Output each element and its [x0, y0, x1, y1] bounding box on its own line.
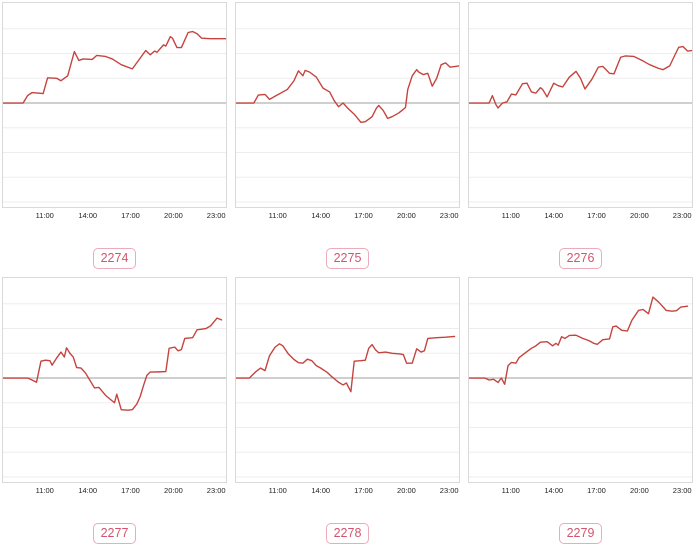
x-axis: 11:00 14:00 17:00 20:00 23:00 — [235, 210, 460, 223]
x-tick-label: 17:00 — [587, 486, 606, 495]
x-tick-label: 14:00 — [544, 211, 564, 220]
chart-plot — [235, 2, 460, 208]
sparkline-svg — [236, 303, 459, 478]
x-tick-label: 14:00 — [78, 211, 98, 220]
x-tick-label: 17:00 — [121, 211, 140, 220]
x-tick-label: 20:00 — [630, 486, 649, 495]
x-tick-label: 20:00 — [164, 486, 183, 495]
x-tick-label: 11:00 — [268, 211, 287, 220]
x-tick-label: 20:00 — [397, 486, 416, 495]
x-tick-label: 11:00 — [501, 486, 520, 495]
chart-id-badge[interactable]: 2274 — [92, 248, 137, 269]
chart-cell-2278: 11:00 14:00 17:00 20:00 23:00 2278 — [235, 277, 460, 544]
chart-cell-2279: 11:00 14:00 17:00 20:00 23:00 2279 — [468, 277, 693, 544]
x-tick-label: 20:00 — [164, 211, 183, 220]
x-tick-label: 14:00 — [311, 211, 331, 220]
x-tick-label: 17:00 — [121, 486, 140, 495]
chart-cell-2277: 11:00 14:00 17:00 20:00 23:00 2277 — [2, 277, 227, 544]
x-tick-label: 11:00 — [268, 486, 287, 495]
x-tick-label: 11:00 — [35, 211, 54, 220]
x-tick-label: 23:00 — [206, 211, 226, 220]
chart-id-badge[interactable]: 2276 — [558, 248, 603, 269]
sparkline-svg — [469, 28, 692, 203]
chart-cell-2275: 11:00 14:00 17:00 20:00 23:00 2275 — [235, 2, 460, 269]
x-axis: 11:00 14:00 17:00 20:00 23:00 — [468, 210, 693, 223]
x-tick-label: 11:00 — [35, 486, 54, 495]
x-tick-label: 14:00 — [544, 486, 564, 495]
sparkline-svg — [469, 296, 692, 478]
series-line — [236, 335, 456, 393]
chart-plot — [468, 277, 693, 483]
x-tick-label: 23:00 — [439, 211, 459, 220]
chart-id-badge[interactable]: 2275 — [325, 248, 370, 269]
x-tick-label: 11:00 — [501, 211, 520, 220]
x-axis: 11:00 14:00 17:00 20:00 23:00 — [2, 210, 227, 223]
chart-cell-2276: 11:00 14:00 17:00 20:00 23:00 2276 — [468, 2, 693, 269]
x-tick-label: 20:00 — [397, 211, 416, 220]
series-line — [469, 45, 692, 109]
chart-plot — [468, 2, 693, 208]
series-line — [3, 317, 223, 411]
chart-plot — [2, 2, 227, 208]
x-tick-label: 14:00 — [311, 486, 331, 495]
badge-row: 2275 — [235, 248, 460, 269]
sparkline-svg — [236, 28, 459, 203]
x-tick-label: 14:00 — [78, 486, 98, 495]
sparkline-svg — [3, 303, 226, 478]
sparkline-svg — [3, 28, 226, 203]
x-axis: 11:00 14:00 17:00 20:00 23:00 — [235, 485, 460, 498]
badge-row: 2274 — [2, 248, 227, 269]
badge-row: 2276 — [468, 248, 693, 269]
chart-id-badge[interactable]: 2277 — [92, 523, 137, 544]
chart-plot — [235, 277, 460, 483]
chart-plot — [2, 277, 227, 483]
chart-id-badge[interactable]: 2279 — [558, 523, 603, 544]
badge-row: 2278 — [235, 523, 460, 544]
series-line — [3, 30, 226, 104]
series-line — [469, 296, 689, 385]
chart-cell-2274: 11:00 14:00 17:00 20:00 23:00 2274 — [2, 2, 227, 269]
series-line — [236, 62, 459, 124]
x-tick-label: 17:00 — [587, 211, 606, 220]
x-tick-label: 17:00 — [354, 211, 373, 220]
x-tick-label: 17:00 — [354, 486, 373, 495]
x-tick-label: 20:00 — [630, 211, 649, 220]
x-axis: 11:00 14:00 17:00 20:00 23:00 — [468, 485, 693, 498]
badge-row: 2279 — [468, 523, 693, 544]
chart-id-badge[interactable]: 2278 — [325, 523, 370, 544]
badge-row: 2277 — [2, 523, 227, 544]
x-tick-label: 23:00 — [672, 486, 692, 495]
x-tick-label: 23:00 — [672, 211, 692, 220]
x-axis: 11:00 14:00 17:00 20:00 23:00 — [2, 485, 227, 498]
x-tick-label: 23:00 — [439, 486, 459, 495]
x-tick-label: 23:00 — [206, 486, 226, 495]
